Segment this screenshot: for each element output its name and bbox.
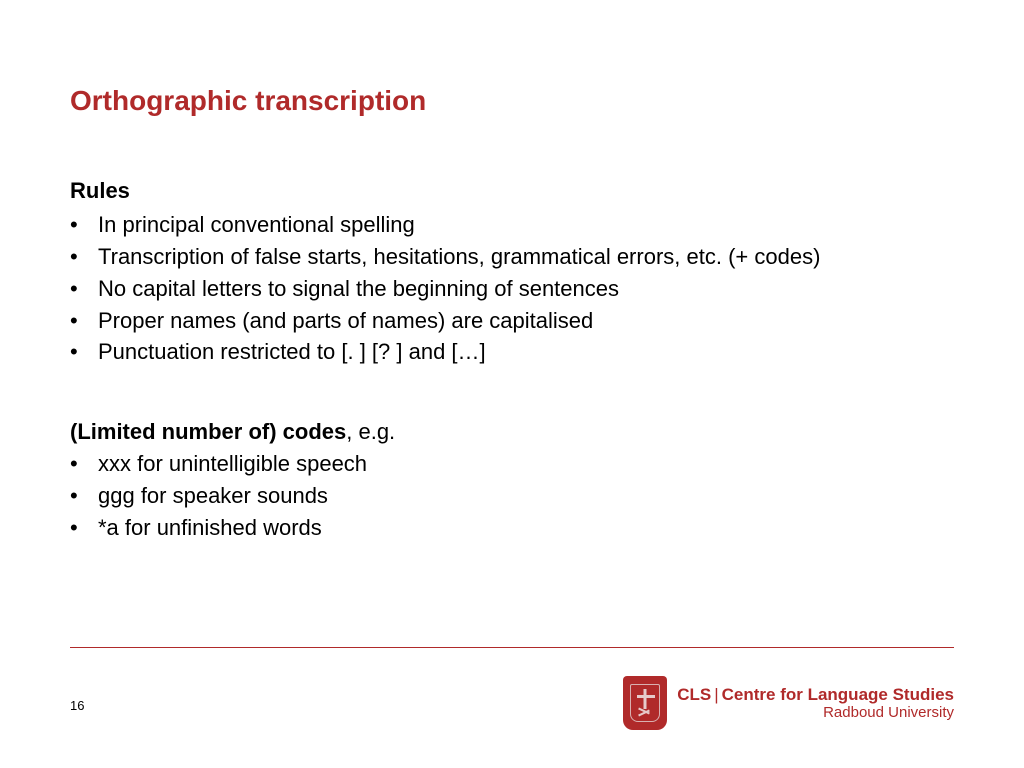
page-number: 16 — [70, 698, 84, 713]
logo-cls: CLS — [677, 685, 711, 704]
codes-heading: (Limited number of) codes, e.g. — [70, 416, 954, 448]
logo-pipe: | — [711, 685, 721, 704]
list-item: No capital letters to signal the beginni… — [70, 273, 954, 305]
codes-heading-rest: , e.g. — [346, 419, 395, 444]
footer-logo: CLS|Centre for Language Studies Radboud … — [623, 676, 954, 730]
rules-heading: Rules — [70, 175, 954, 207]
rules-bullets: In principal conventional spelling Trans… — [70, 209, 954, 368]
codes-bullets: xxx for unintelligible speech ggg for sp… — [70, 448, 954, 544]
list-item: Transcription of false starts, hesitatio… — [70, 241, 954, 273]
footer-divider — [70, 647, 954, 648]
slide-content: Rules In principal conventional spelling… — [70, 175, 954, 544]
list-item: Proper names (and parts of names) are ca… — [70, 305, 954, 337]
slide: Orthographic transcription Rules In prin… — [0, 0, 1024, 768]
codes-heading-bold: (Limited number of) codes — [70, 419, 346, 444]
list-item: *a for unfinished words — [70, 512, 954, 544]
list-item: Punctuation restricted to [. ] [? ] and … — [70, 336, 954, 368]
shield-inner — [630, 684, 660, 722]
logo-line1: CLS|Centre for Language Studies — [677, 685, 954, 705]
list-item: xxx for unintelligible speech — [70, 448, 954, 480]
shield-icon — [623, 676, 667, 730]
list-item: ggg for speaker sounds — [70, 480, 954, 512]
slide-title: Orthographic transcription — [70, 85, 426, 117]
logo-line2: Radboud University — [677, 704, 954, 721]
codes-section: (Limited number of) codes, e.g. xxx for … — [70, 416, 954, 544]
list-item: In principal conventional spelling — [70, 209, 954, 241]
logo-text: CLS|Centre for Language Studies Radboud … — [677, 685, 954, 722]
logo-centre: Centre for Language Studies — [722, 685, 954, 704]
